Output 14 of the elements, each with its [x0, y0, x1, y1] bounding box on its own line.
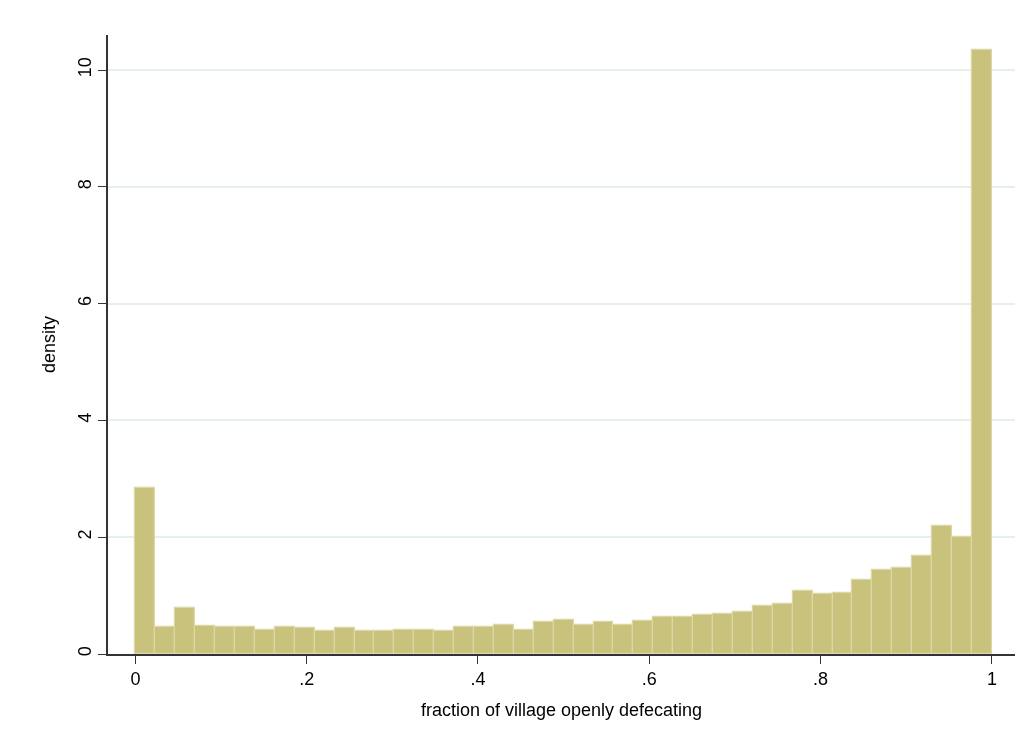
x-tick-label: 1	[986, 669, 997, 690]
x-tick-label: .2	[299, 669, 315, 690]
x-tick-label: 0	[130, 669, 141, 690]
y-tick-label: 0	[75, 646, 96, 657]
x-tick-label: .4	[470, 669, 486, 690]
y-tick-label: 4	[75, 412, 96, 423]
y-tick-label: 6	[75, 295, 96, 306]
y-tick-label: 8	[75, 179, 96, 190]
x-tick-label: .8	[813, 669, 829, 690]
x-tick-label: .6	[641, 669, 657, 690]
y-tick-label: 10	[75, 57, 96, 78]
x-axis-title: fraction of village openly defecating	[420, 699, 703, 720]
y-tick-label: 2	[75, 529, 96, 540]
y-axis-title: density	[38, 315, 59, 374]
